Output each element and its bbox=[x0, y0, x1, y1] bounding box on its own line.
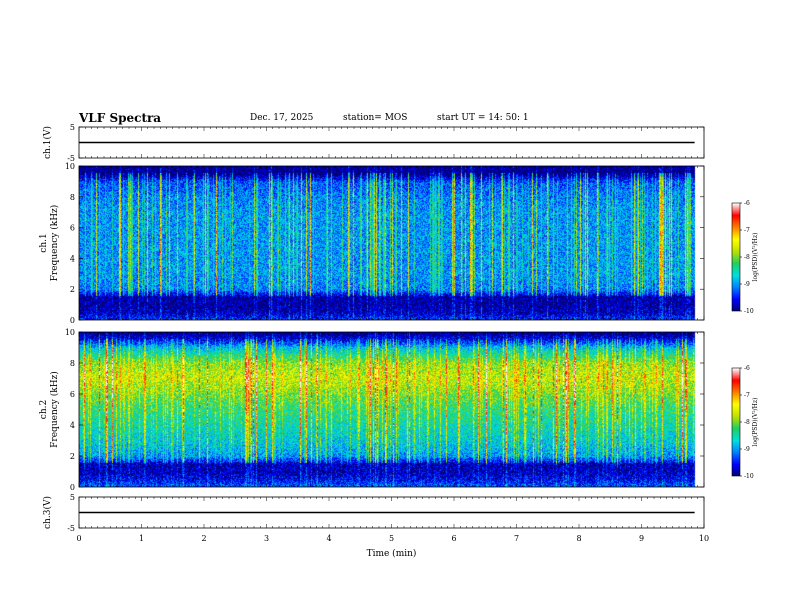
y-tick-label: 8 bbox=[70, 193, 75, 202]
colorbar-0 bbox=[732, 203, 740, 311]
x-axis-title: Time (min) bbox=[367, 548, 417, 559]
y-tick-label: 5 bbox=[70, 123, 75, 132]
x-tick-label: 2 bbox=[201, 534, 206, 543]
waveform-ylabel-0: ch.1(V) bbox=[42, 126, 53, 159]
start-time-label: start UT = 14: 50: 1 bbox=[437, 113, 529, 123]
colorbar-tick-label: -10 bbox=[744, 308, 754, 315]
y-tick-label: 10 bbox=[65, 328, 75, 337]
colorbar-1 bbox=[732, 368, 740, 476]
colorbar-tick-label: -8 bbox=[744, 419, 750, 426]
colorbar-tick-label: -7 bbox=[744, 227, 750, 234]
x-tick-label: 5 bbox=[389, 534, 394, 543]
station-label: station= MOS bbox=[343, 113, 408, 123]
spectrogram-image-2 bbox=[79, 332, 704, 487]
x-tick-label: 0 bbox=[76, 534, 81, 543]
y-tick-label: 6 bbox=[70, 224, 75, 233]
y-tick-label: 8 bbox=[70, 359, 75, 368]
y-tick-label: -5 bbox=[67, 154, 75, 163]
y-tick-label: -5 bbox=[67, 524, 75, 533]
y-tick-label: 0 bbox=[70, 483, 75, 492]
colorbar-label: log(PSD)(V²/Hz) bbox=[752, 398, 759, 447]
colorbar-label: log(PSD)(V²/Hz) bbox=[752, 233, 759, 282]
colorbar-tick-label: -8 bbox=[744, 254, 750, 261]
colorbar-tick-label: -10 bbox=[744, 473, 754, 480]
x-tick-label: 1 bbox=[139, 534, 144, 543]
spectrogram-image-1 bbox=[79, 166, 704, 320]
x-tick-label: 4 bbox=[326, 534, 331, 543]
y-tick-label: 10 bbox=[65, 162, 75, 171]
y-axis-title-2: Frequency (kHz) bbox=[49, 371, 60, 448]
y-tick-label: 4 bbox=[70, 254, 75, 263]
x-tick-label: 7 bbox=[514, 534, 519, 543]
date-label: Dec. 17, 2025 bbox=[250, 113, 314, 123]
colorbar-tick-label: -6 bbox=[744, 200, 750, 207]
colorbar-tick-label: -9 bbox=[744, 446, 750, 453]
panel-label-2: ch.2 bbox=[39, 400, 49, 419]
x-tick-label: 8 bbox=[576, 534, 581, 543]
y-tick-label: 0 bbox=[70, 316, 75, 325]
y-tick-label: 4 bbox=[70, 421, 75, 430]
colorbar-tick-label: -9 bbox=[744, 281, 750, 288]
panel-label-1: ch.1 bbox=[39, 233, 49, 252]
waveform-ylabel-3: ch.3(V) bbox=[42, 496, 53, 529]
y-tick-label: 2 bbox=[70, 452, 75, 461]
y-tick-label: 5 bbox=[70, 493, 75, 502]
x-tick-label: 3 bbox=[264, 534, 269, 543]
figure-title: VLF Spectra bbox=[79, 111, 162, 125]
y-tick-label: 2 bbox=[70, 285, 75, 294]
y-tick-label: 6 bbox=[70, 390, 75, 399]
x-tick-label: 10 bbox=[699, 534, 709, 543]
x-tick-label: 9 bbox=[639, 534, 644, 543]
colorbar-tick-label: -6 bbox=[744, 365, 750, 372]
colorbar-tick-label: -7 bbox=[744, 392, 750, 399]
y-axis-title-1: Frequency (kHz) bbox=[49, 205, 60, 282]
x-tick-label: 6 bbox=[451, 534, 456, 543]
